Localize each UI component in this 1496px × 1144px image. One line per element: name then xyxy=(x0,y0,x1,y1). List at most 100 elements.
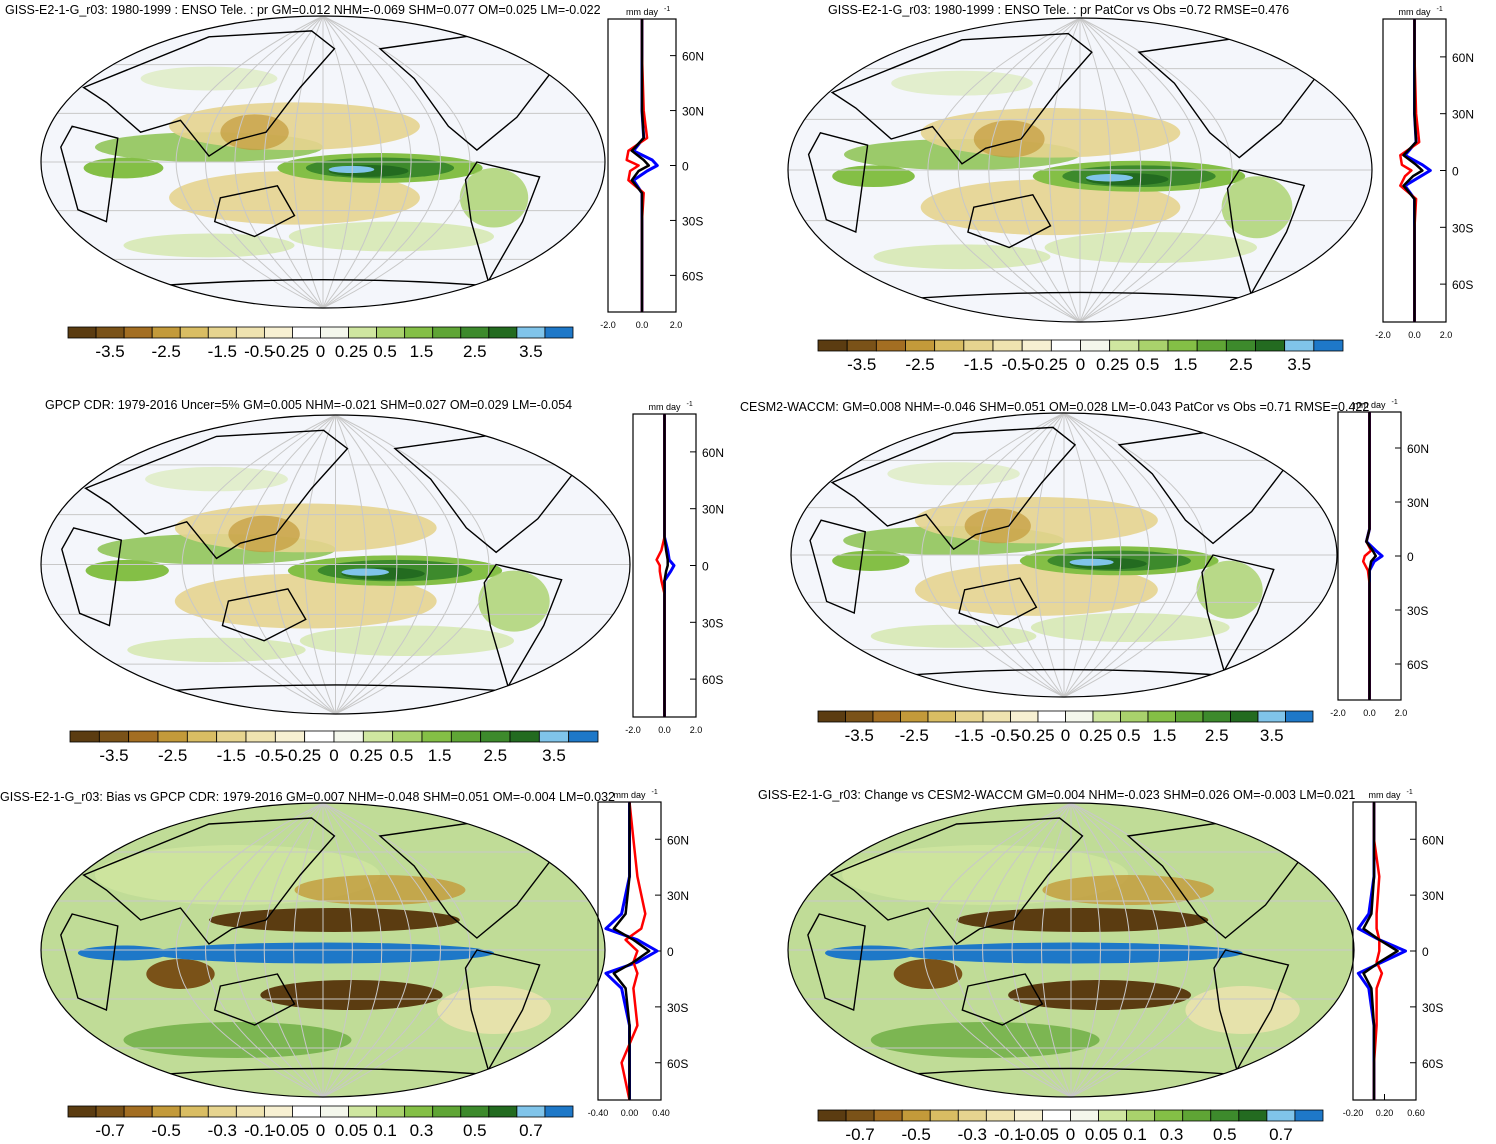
graticule-line xyxy=(1063,412,1122,698)
graticule-line xyxy=(927,17,1081,323)
colorbar-label: 0.3 xyxy=(1160,1125,1184,1144)
colorbar-box xyxy=(955,710,984,723)
graticule-line xyxy=(322,802,353,1098)
colorbar-box xyxy=(274,730,306,743)
colorbar-label: -3.5 xyxy=(99,746,128,765)
colorbar-box xyxy=(179,326,209,339)
colorbar-box xyxy=(1238,1109,1268,1122)
colorbar-box xyxy=(1230,710,1259,723)
colorbar-label: 0.1 xyxy=(1123,1125,1147,1144)
coastline xyxy=(61,527,123,627)
colorbar-label: -0.7 xyxy=(845,1125,874,1144)
colorbar-box xyxy=(1182,1109,1212,1122)
profile-unit-exponent: -1 xyxy=(1407,789,1413,796)
colorbar-box xyxy=(1021,339,1052,352)
lat-label: 60N xyxy=(1422,833,1444,847)
zonal-mean-profile: mm day -1 60N 30N 0 30S 60S -2.0 0.0 2.0 xyxy=(1375,6,1474,340)
colorbar-box xyxy=(985,1109,1015,1122)
colorbar-label: 0.7 xyxy=(1269,1125,1293,1144)
graticule-line xyxy=(335,414,490,715)
field-patch xyxy=(1069,558,1114,566)
colorbar-label: -2.5 xyxy=(900,726,929,745)
coastline xyxy=(550,27,587,62)
colorbar-box xyxy=(128,730,159,743)
coastline xyxy=(213,185,296,238)
coastline xyxy=(60,125,119,223)
graticule-line xyxy=(1070,802,1160,1098)
colorbar-box xyxy=(1284,339,1315,352)
colorbar-box xyxy=(460,326,490,339)
colorbar: -3.5 -2.5 -1.5 -0.5-0.25 0 0.25 0.5 1.5 2.5 3.5 xyxy=(67,326,574,361)
field-patch xyxy=(77,945,170,961)
colorbar-box xyxy=(98,730,130,743)
field-patch xyxy=(220,114,289,151)
colorbar: -3.5 -2.5 -1.5 -0.5-0.25 0 0.25 0.5 1.5 2.5 3.5 xyxy=(817,710,1314,745)
colorbar-label: -0.25 xyxy=(282,746,321,765)
x-tick-label: 2.0 xyxy=(670,320,683,330)
colorbar-label: -0.3 xyxy=(208,1121,237,1140)
colorbar-box xyxy=(263,1105,293,1118)
colorbar-box xyxy=(95,326,125,339)
coastline xyxy=(572,426,611,462)
colorbar-label: 0.5 xyxy=(1213,1125,1237,1144)
lat-label: 30N xyxy=(1422,889,1444,903)
coastline xyxy=(807,131,869,233)
graticule-line xyxy=(322,802,471,1098)
colorbar-label: 3.5 xyxy=(1287,355,1311,374)
graticule-line xyxy=(1063,412,1150,698)
x-tick-label: 2.0 xyxy=(1440,330,1453,340)
x-tick-label: -2.0 xyxy=(625,725,641,735)
colorbar-label: -0.5 xyxy=(990,726,1019,745)
colorbar-label: -0.5 xyxy=(152,1121,181,1140)
graticule-line xyxy=(1079,17,1142,323)
coastline xyxy=(830,32,1093,165)
colorbar-box xyxy=(1092,710,1121,723)
graticule-line xyxy=(978,412,1065,698)
colorbar-box xyxy=(123,1105,153,1118)
world-map xyxy=(787,802,1355,1098)
colorbar-box xyxy=(875,339,906,352)
graticule-line xyxy=(212,414,336,715)
field-patch xyxy=(294,875,466,905)
colorbar-box xyxy=(1138,339,1169,352)
colorbar-box xyxy=(817,1109,847,1122)
colorbar-box xyxy=(1050,339,1081,352)
map-border xyxy=(40,802,606,1098)
colorbar-box xyxy=(934,339,965,352)
profile-series-line xyxy=(1399,19,1421,322)
graticule-line xyxy=(243,414,336,715)
colorbar-label: 0.7 xyxy=(519,1121,543,1140)
colorbar-box xyxy=(1196,339,1227,352)
colorbar-box xyxy=(320,326,349,339)
field-patch xyxy=(873,244,1051,270)
profile-unit-exponent: -1 xyxy=(664,6,670,13)
colorbar-box xyxy=(1257,710,1286,723)
colorbar-box xyxy=(480,730,511,743)
colorbar-label: 0.25 xyxy=(1079,726,1112,745)
profile-series-line xyxy=(612,802,651,1100)
colorbar-box xyxy=(516,326,546,339)
profile-series-line xyxy=(1365,412,1378,700)
field-patch xyxy=(964,508,1031,544)
colorbar-box xyxy=(900,710,929,723)
colorbar-box xyxy=(69,730,100,743)
x-tick-label: 0.60 xyxy=(1407,1108,1425,1118)
colorbar-label: 0.5 xyxy=(1117,726,1141,745)
lat-label: 0 xyxy=(1407,550,1414,564)
profile-unit-exponent: -1 xyxy=(1437,6,1443,13)
colorbar-box xyxy=(516,1105,546,1118)
profile-series-line xyxy=(663,414,669,717)
graticule-line xyxy=(1079,17,1233,323)
x-tick-label: 2.0 xyxy=(1395,708,1408,718)
graticule-line xyxy=(1011,802,1072,1098)
lat-label: 60S xyxy=(702,673,723,687)
colorbar-box xyxy=(1042,1109,1071,1122)
graticule-line xyxy=(335,414,459,715)
colorbar-box xyxy=(509,730,540,743)
coastline xyxy=(967,194,1052,249)
lat-label: 30S xyxy=(1452,221,1473,235)
colorbar-box xyxy=(982,710,1011,723)
colorbar-box xyxy=(1202,710,1231,723)
field-patch xyxy=(260,980,443,1010)
colorbar-box xyxy=(872,710,901,723)
